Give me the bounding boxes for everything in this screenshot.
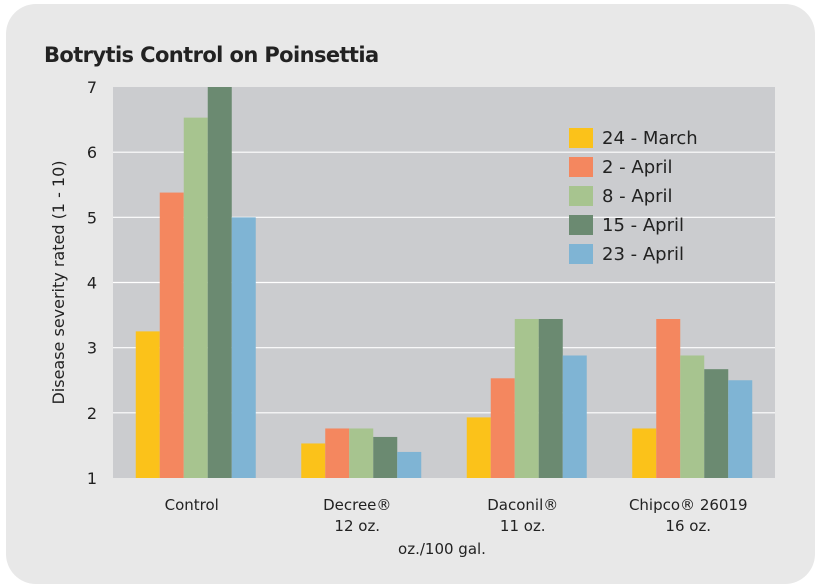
y-tick-label: 1 (87, 469, 97, 488)
legend-label: 24 - March (602, 128, 698, 149)
bar-3-3 (704, 369, 729, 478)
legend-swatch (569, 157, 593, 177)
y-tick-label: 7 (87, 78, 97, 97)
bar-3-0 (632, 428, 657, 478)
bar-0-3 (207, 87, 232, 478)
x-tick-label: Chipco® 26019 (629, 496, 748, 514)
legend-label: 8 - April (602, 186, 673, 207)
y-tick-label: 4 (87, 274, 97, 293)
bar-1-2 (349, 428, 374, 478)
legend-label: 2 - April (602, 157, 673, 178)
x-tick-sublabel: 11 oz. (500, 517, 546, 535)
bar-3-1 (656, 318, 681, 478)
bar-2-1 (490, 378, 515, 478)
bar-0-1 (159, 192, 184, 478)
bar-0-0 (135, 331, 160, 478)
legend-swatch (569, 186, 593, 206)
y-tick-label: 2 (87, 404, 97, 423)
y-tick-label: 5 (87, 208, 97, 227)
bar-0-2 (183, 117, 208, 479)
legend-swatch (569, 215, 593, 235)
bar-2-4 (562, 355, 587, 478)
y-tick-label: 3 (87, 339, 97, 358)
y-axis-label: Disease severity rated (1 - 10) (49, 160, 68, 404)
bar-3-4 (728, 380, 753, 478)
bar-3-2 (680, 355, 705, 478)
legend-label: 15 - April (602, 215, 684, 236)
x-tick-label: Control (165, 496, 219, 514)
x-axis-label: oz./100 gal. (398, 540, 486, 558)
legend-swatch (569, 244, 593, 264)
x-tick-label: Daconil® (487, 496, 558, 514)
x-tick-sublabel: 16 oz. (665, 517, 711, 535)
bar-2-3 (538, 318, 563, 478)
bar-2-2 (514, 318, 539, 478)
legend-label: 23 - April (602, 244, 684, 265)
bar-chart: 1 2 3 4 5 6 7 Disease severity rated (1 - 10) Co… (49, 78, 775, 558)
bar-2-0 (466, 417, 491, 478)
y-tick-label: 6 (87, 143, 97, 162)
bar-1-4 (397, 451, 422, 478)
bar-1-1 (325, 428, 350, 478)
x-tick-label: Decree® (323, 496, 391, 514)
x-tick-sublabel: 12 oz. (334, 517, 380, 535)
bar-1-0 (301, 443, 326, 478)
chart-title: Botrytis Control on Poinsettia (44, 43, 379, 67)
legend-swatch (569, 128, 593, 148)
bar-0-4 (231, 217, 256, 479)
bar-1-3 (373, 436, 398, 478)
